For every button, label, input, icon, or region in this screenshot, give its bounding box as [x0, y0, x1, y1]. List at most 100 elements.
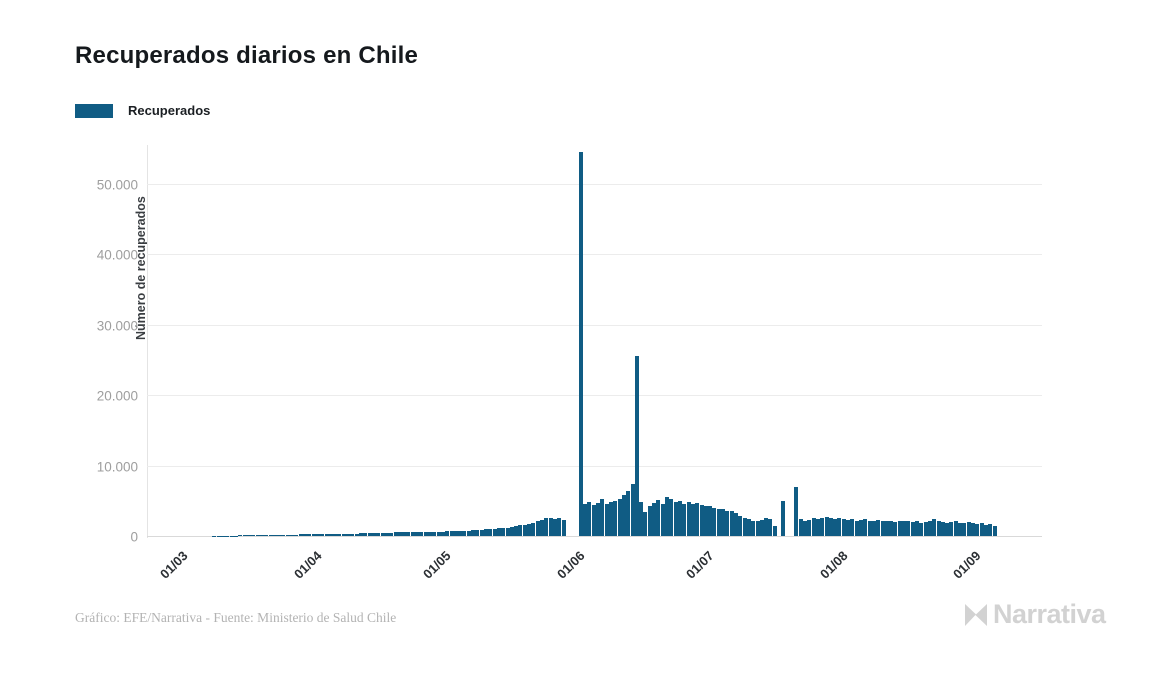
bar[interactable] — [307, 534, 312, 536]
bar[interactable] — [751, 520, 756, 536]
bar[interactable] — [828, 518, 833, 536]
bar[interactable] — [397, 532, 402, 536]
bar[interactable] — [509, 526, 514, 536]
bar[interactable] — [927, 521, 932, 536]
bar[interactable] — [897, 521, 902, 536]
bar[interactable] — [932, 519, 937, 536]
bar[interactable] — [846, 519, 851, 536]
bar[interactable] — [725, 510, 730, 536]
bar[interactable] — [936, 520, 941, 536]
bar[interactable] — [682, 503, 687, 536]
bar[interactable] — [665, 497, 670, 536]
bar[interactable] — [371, 533, 376, 536]
legend[interactable]: Recuperados — [75, 103, 210, 118]
bar[interactable] — [621, 495, 626, 536]
bar[interactable] — [940, 521, 945, 536]
bar[interactable] — [708, 506, 713, 536]
bar[interactable] — [871, 521, 876, 536]
bar[interactable] — [324, 534, 329, 536]
bar[interactable] — [609, 502, 613, 536]
bar[interactable] — [807, 519, 812, 536]
bar[interactable] — [333, 533, 338, 536]
bar[interactable] — [415, 532, 420, 536]
bar[interactable] — [945, 522, 950, 536]
bar[interactable] — [484, 529, 488, 536]
bar[interactable] — [410, 532, 415, 536]
bar[interactable] — [863, 519, 868, 536]
bar[interactable] — [449, 531, 454, 536]
bar[interactable] — [880, 520, 885, 536]
bar[interactable] — [251, 535, 256, 536]
bar[interactable] — [255, 535, 260, 536]
bar[interactable] — [630, 483, 635, 536]
bar[interactable] — [794, 486, 799, 536]
bar[interactable] — [902, 520, 907, 536]
bar[interactable] — [764, 518, 769, 536]
bar[interactable] — [716, 508, 721, 536]
bar[interactable] — [600, 499, 605, 536]
bar[interactable] — [281, 534, 286, 536]
bar[interactable] — [328, 533, 333, 536]
bar[interactable] — [264, 535, 269, 536]
bar[interactable] — [768, 519, 773, 536]
bar[interactable] — [518, 525, 523, 536]
bar[interactable] — [548, 517, 553, 536]
bar[interactable] — [604, 504, 609, 536]
bar[interactable] — [432, 531, 437, 536]
bar[interactable] — [272, 534, 277, 536]
bar[interactable] — [988, 524, 993, 536]
bar[interactable] — [669, 499, 674, 536]
bar[interactable] — [337, 533, 342, 536]
bar[interactable] — [514, 526, 519, 536]
bar[interactable] — [259, 535, 264, 536]
bar[interactable] — [544, 518, 549, 536]
bar[interactable] — [837, 518, 842, 536]
bar[interactable] — [458, 530, 463, 536]
bar[interactable] — [363, 533, 368, 536]
bar[interactable] — [983, 524, 988, 536]
bar[interactable] — [350, 533, 355, 536]
bar[interactable] — [359, 533, 364, 536]
bar[interactable] — [298, 534, 303, 536]
bar[interactable] — [376, 533, 381, 536]
bar[interactable] — [583, 503, 588, 536]
bar[interactable] — [445, 531, 450, 536]
bar[interactable] — [406, 532, 411, 536]
bar[interactable] — [367, 533, 372, 536]
bar[interactable] — [966, 521, 971, 536]
bar[interactable] — [462, 530, 467, 536]
bar[interactable] — [505, 527, 510, 536]
bar[interactable] — [656, 500, 661, 536]
bar[interactable] — [953, 521, 958, 536]
bar[interactable] — [522, 524, 527, 536]
bar[interactable] — [841, 519, 846, 536]
bar[interactable] — [311, 534, 316, 536]
bar[interactable] — [285, 534, 290, 536]
bar[interactable] — [746, 519, 751, 536]
bar[interactable] — [617, 498, 622, 536]
bar[interactable] — [346, 533, 351, 536]
bar[interactable] — [294, 534, 299, 536]
bar[interactable] — [354, 533, 359, 536]
bar[interactable] — [738, 516, 743, 536]
bar[interactable] — [884, 521, 889, 536]
bar[interactable] — [591, 505, 596, 536]
bar[interactable] — [798, 519, 803, 536]
bar[interactable] — [712, 507, 717, 536]
bar[interactable] — [557, 518, 562, 536]
bar[interactable] — [320, 534, 325, 536]
bar[interactable] — [833, 519, 838, 536]
bar[interactable] — [596, 502, 601, 536]
bar[interactable] — [992, 526, 997, 536]
bar[interactable] — [302, 534, 307, 536]
bar[interactable] — [820, 517, 825, 536]
bar[interactable] — [440, 531, 445, 536]
bar[interactable] — [277, 534, 282, 536]
bar[interactable] — [587, 502, 592, 536]
bar[interactable] — [910, 521, 915, 536]
bar[interactable] — [729, 511, 734, 536]
bar[interactable] — [690, 504, 695, 536]
bar[interactable] — [915, 521, 919, 536]
bar[interactable] — [647, 505, 652, 536]
bar[interactable] — [238, 535, 243, 536]
